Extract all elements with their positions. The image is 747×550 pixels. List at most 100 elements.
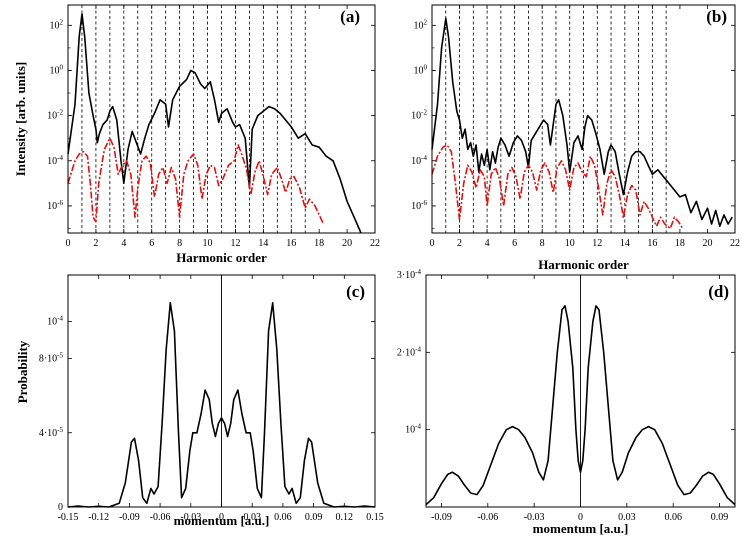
- x-tick-label: -0.09: [431, 512, 452, 523]
- panel-c: -0.15 -0.12 -0.09 -0.06 -0.03 0 0.03 0.06 0.09 0.…: [15, 274, 384, 528]
- x-tick-label: 18: [314, 238, 324, 249]
- y-tick-base: 10: [411, 201, 421, 212]
- x-tick-label: 8: [177, 238, 182, 249]
- panel-label: (a): [340, 7, 360, 26]
- y-tick-exponent: -4: [57, 314, 63, 322]
- x-tick-label: 10: [565, 238, 575, 249]
- x-tick-label: 16: [647, 238, 657, 249]
- x-tick-label: 20: [342, 238, 352, 249]
- x-tick-label: 14: [258, 238, 268, 249]
- y-tick-base: 2·10: [397, 347, 415, 358]
- panel-label: (d): [708, 282, 729, 301]
- y-tick-base: 10: [47, 316, 57, 327]
- y-tick-base: 8·10: [39, 354, 57, 365]
- x-tick-label: 0.15: [366, 512, 384, 523]
- x-tick-label: 0.03: [618, 512, 636, 523]
- series-line-1: [67, 302, 376, 508]
- y-tick-exponent: -5: [57, 426, 63, 434]
- x-tick-label: -0.03: [180, 512, 201, 523]
- series-line-1: [67, 13, 362, 234]
- series-line-2: [431, 144, 684, 230]
- y-tick-label: 10-6: [411, 199, 427, 212]
- y-tick-base: 10: [50, 20, 60, 31]
- y-tick-label: 100: [414, 63, 428, 76]
- x-tick-label: 0.06: [274, 512, 292, 523]
- series-line-2: [67, 137, 325, 225]
- x-tick-label: 0.09: [305, 512, 323, 523]
- y-tick-label: 10-2: [411, 109, 427, 122]
- y-tick-exponent: -4: [415, 345, 421, 353]
- x-axis-label: Harmonic order: [176, 250, 267, 265]
- y-tick-base: 10: [47, 201, 57, 212]
- y-tick-base: 3·10: [397, 270, 415, 281]
- x-tick-label: -0.09: [119, 512, 140, 523]
- x-axis-label: momentum [a.u.]: [174, 513, 270, 528]
- y-tick-exponent: 0: [60, 63, 64, 71]
- x-tick-label: 18: [675, 238, 685, 249]
- y-tick-label: 4·10-5: [39, 426, 64, 439]
- y-tick-exponent: 2: [424, 18, 428, 26]
- y-tick-label: 10-4: [47, 314, 63, 327]
- panel-label: (c): [346, 282, 365, 301]
- x-tick-label: -0.12: [88, 512, 109, 523]
- y-tick-label: 10-2: [47, 109, 63, 122]
- y-tick-exponent: -2: [421, 109, 427, 117]
- y-tick-base: 4·10: [39, 428, 57, 439]
- y-tick-base: 10: [47, 156, 57, 167]
- y-tick-base: 10: [414, 20, 424, 31]
- y-tick-label: 10-4: [411, 154, 427, 167]
- plot-frame: [67, 4, 376, 234]
- series-line-1: [431, 17, 733, 227]
- y-tick-label: 3·10-4: [397, 268, 422, 281]
- x-tick-label: 12: [230, 238, 240, 249]
- y-tick-base: 10: [411, 111, 421, 122]
- y-tick-exponent: -4: [415, 423, 421, 431]
- y-tick-label: 10-4: [405, 423, 421, 436]
- y-tick-label: 102: [414, 18, 428, 31]
- x-tick-label: 6: [512, 238, 517, 249]
- y-tick-exponent: -4: [57, 154, 63, 162]
- series-line-1: [425, 305, 736, 506]
- x-tick-label: 0: [66, 238, 71, 249]
- x-tick-label: 0.12: [336, 512, 354, 523]
- x-tick-label: 12: [592, 238, 602, 249]
- x-tick-label: -0.03: [524, 512, 545, 523]
- x-axis-label: momentum [a.u.]: [533, 521, 629, 536]
- x-tick-label: 4: [485, 238, 490, 249]
- x-tick-label: 4: [121, 238, 126, 249]
- y-tick-exponent: -4: [415, 268, 421, 276]
- x-tick-label: 14: [620, 238, 630, 249]
- y-tick-base: 10: [414, 65, 424, 76]
- y-tick-base: 10: [50, 65, 60, 76]
- x-tick-label: 8: [540, 238, 545, 249]
- x-tick-label: 0.03: [243, 512, 261, 523]
- y-tick-base: 10: [405, 425, 415, 436]
- x-tick-label: 16: [286, 238, 296, 249]
- y-tick-exponent: 0: [424, 63, 428, 71]
- y-tick-exponent: -4: [421, 154, 427, 162]
- x-tick-label: 22: [730, 238, 740, 249]
- panel-a: 0 2 4 6 8 10 12 14 16 18 20 2210210010-210-410-6Har…: [13, 4, 380, 265]
- x-tick-label: 22: [370, 238, 380, 249]
- y-tick-exponent: 2: [60, 18, 64, 26]
- x-tick-label: 6: [149, 238, 154, 249]
- panel-d: -0.09 -0.06 -0.03 0 0.03 0.06 0.0910-42·10-43·…: [397, 268, 736, 536]
- y-tick-label: 8·10-5: [39, 352, 64, 365]
- x-tick-label: 0.09: [711, 512, 729, 523]
- y-tick-base: 10: [47, 111, 57, 122]
- y-tick-base: 10: [411, 156, 421, 167]
- x-tick-label: 0: [219, 512, 224, 523]
- y-tick-label: 10-6: [47, 199, 63, 212]
- x-tick-label: 2: [93, 238, 98, 249]
- y-tick-exponent: -6: [57, 199, 63, 207]
- y-tick-label: 10-4: [47, 154, 63, 167]
- x-tick-label: -0.06: [150, 512, 171, 523]
- panel-b: 0 2 4 6 8 10 12 14 16 18 20 2210210010-210-410-6Har…: [411, 4, 740, 272]
- y-tick-base: 0: [58, 502, 63, 513]
- y-tick-label: 2·10-4: [397, 345, 422, 358]
- x-tick-label: 0: [430, 238, 435, 249]
- x-tick-label: 2: [457, 238, 462, 249]
- x-tick-label: -0.15: [58, 512, 79, 523]
- x-tick-label: 0.06: [664, 512, 682, 523]
- x-tick-label: 20: [702, 238, 712, 249]
